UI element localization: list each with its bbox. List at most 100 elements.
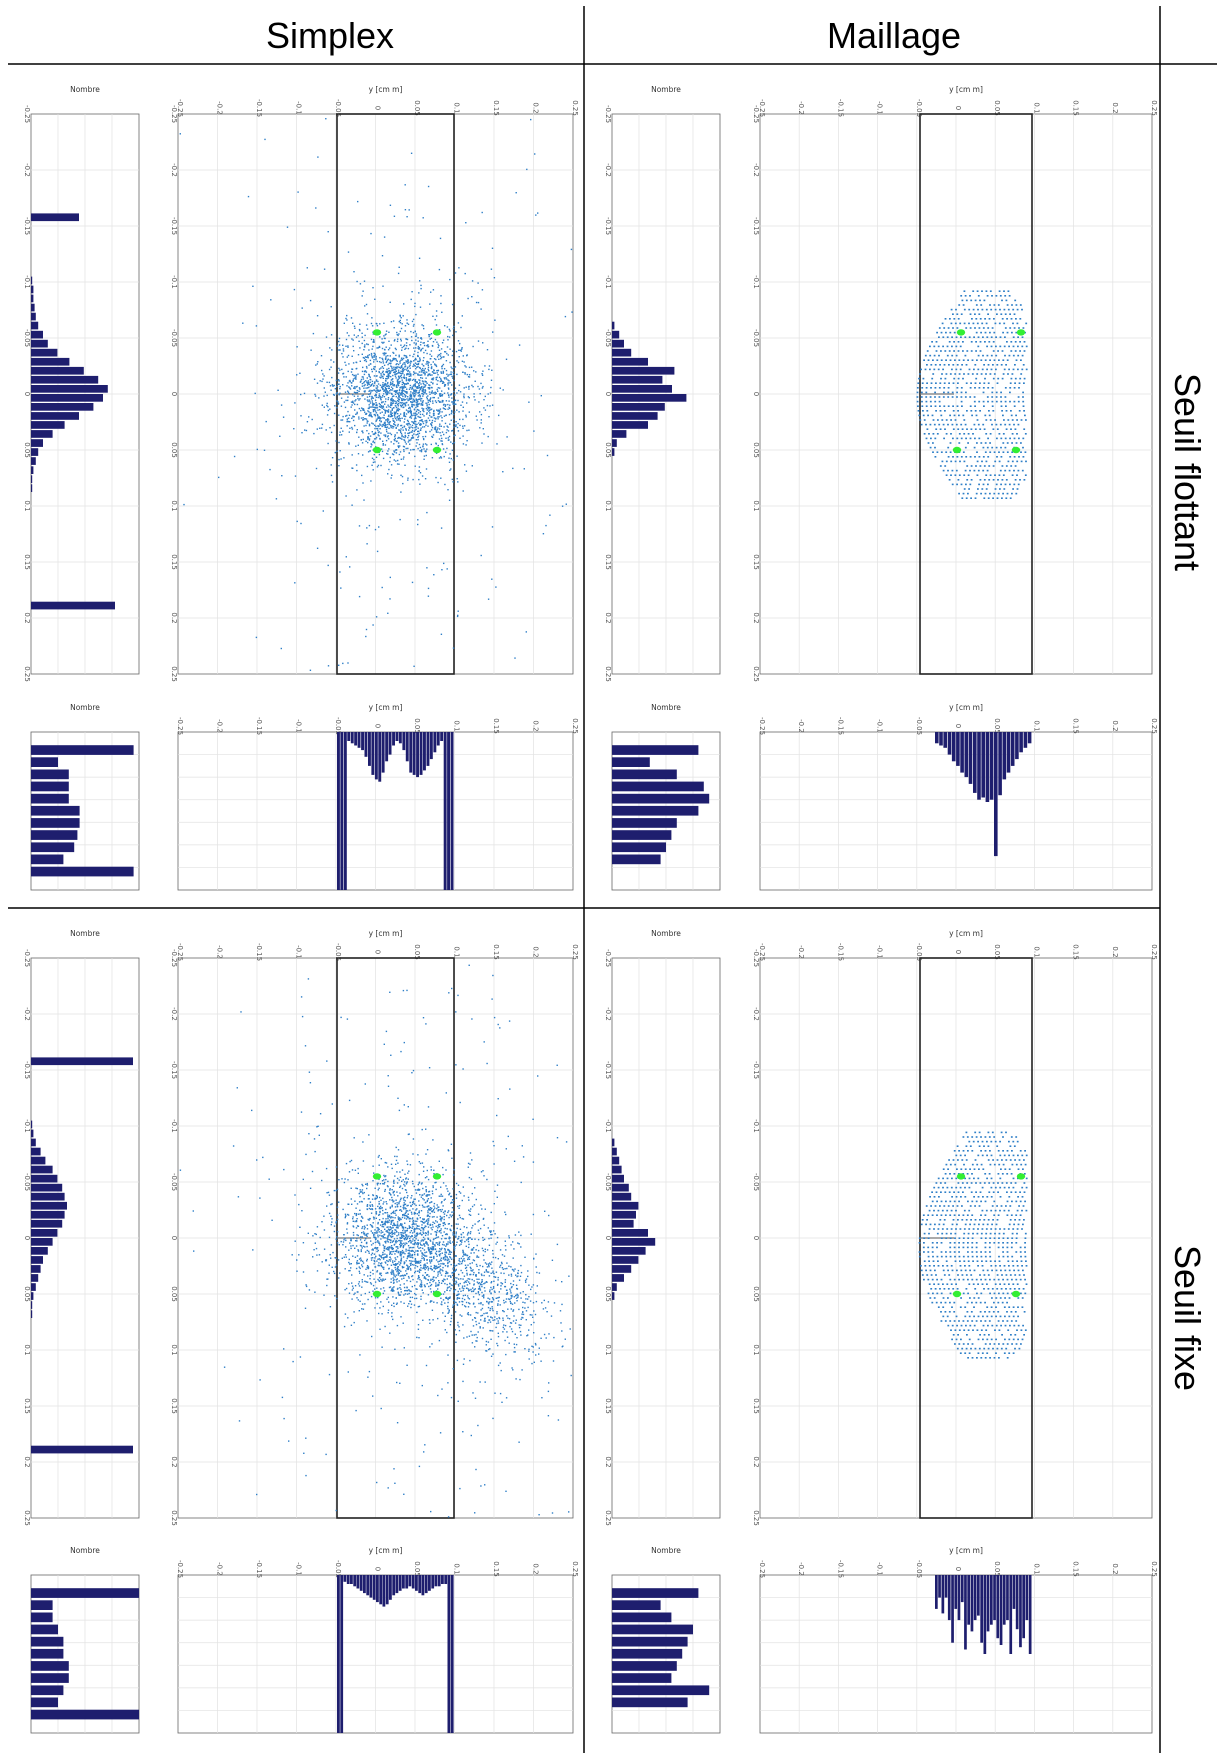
panel-1-grid-point	[1005, 405, 1007, 407]
panel-0-profile-bar	[433, 732, 437, 753]
panel-0-point	[463, 396, 465, 399]
panel-0-point	[425, 422, 427, 424]
panel-0-point	[387, 387, 389, 390]
panel-0-point	[313, 432, 315, 435]
panel-2-point	[427, 1210, 429, 1212]
panel-0-point	[365, 360, 368, 363]
panel-1-profile-bar	[968, 732, 973, 784]
panel-0-point	[414, 429, 416, 431]
panel-2-point	[465, 1306, 467, 1308]
panel-0-point	[377, 389, 380, 392]
panel-2-point	[439, 1432, 442, 1434]
panel-1-grid-point	[1009, 456, 1012, 458]
panel-2-point	[488, 1244, 491, 1246]
panel-0-point	[447, 382, 449, 384]
panel-1-grid-point	[962, 451, 965, 453]
panel-2-point	[379, 1210, 381, 1213]
panel-0-point	[339, 349, 341, 351]
panel-0-point	[409, 344, 411, 346]
panel-0-point	[407, 382, 409, 384]
panel-2-point	[444, 1227, 446, 1230]
panel-1-grid-point	[1016, 488, 1019, 490]
panel-2-point	[500, 1272, 502, 1274]
panel-1-grid-point	[921, 382, 924, 384]
panel-0-point	[365, 412, 368, 415]
panel-0-point	[429, 334, 431, 336]
panel-0-point	[382, 362, 385, 364]
panel-2-point	[515, 1274, 517, 1276]
panel-2-point	[383, 1290, 386, 1292]
panel-1-grid-point	[969, 387, 972, 389]
panel-0-point	[389, 413, 392, 415]
panel-0-point	[304, 429, 306, 431]
panel-2-point	[429, 1212, 431, 1215]
panel-1-corner-bar	[612, 745, 699, 755]
panel-1-grid-point	[1025, 345, 1028, 348]
panel-0-point	[429, 338, 431, 340]
panel-0-point	[452, 429, 454, 432]
panel-1-grid-point	[964, 396, 967, 398]
panel-1-grid-point	[983, 364, 985, 366]
panel-2-point	[492, 1417, 494, 1420]
panel-2-point	[400, 1301, 402, 1303]
panel-0-point	[352, 419, 355, 422]
panel-0-point	[379, 419, 381, 422]
panel-1-profile-bar	[947, 732, 952, 755]
panel-0-point	[399, 397, 401, 399]
panel-0-side-bar	[31, 457, 36, 465]
panel-1-grid-point	[957, 318, 960, 320]
panel-0-point	[408, 407, 410, 410]
panel-1-grid-point	[1004, 423, 1007, 426]
panel-2-point	[380, 1262, 382, 1265]
panel-0-point	[365, 303, 368, 306]
panel-0-point	[397, 366, 399, 368]
panel-1-grid-point	[967, 474, 970, 476]
panel-2-point	[456, 1298, 458, 1300]
panel-0-point	[412, 404, 414, 406]
panel-2-point	[372, 1232, 374, 1234]
panel-1-grid-point	[1010, 428, 1012, 430]
panel-0-point	[359, 398, 361, 400]
panel-2-point	[424, 1234, 427, 1237]
panel-0-point	[375, 375, 377, 377]
panel-2-y-tick-label: 0.15	[170, 1398, 178, 1414]
panel-0-point	[378, 346, 381, 348]
panel-0-point	[382, 285, 384, 287]
panel-0-point	[446, 326, 449, 328]
panel-2-point	[354, 1256, 357, 1258]
panel-0-point	[421, 475, 424, 477]
panel-0-point	[393, 327, 395, 329]
panel-1-grid-point	[950, 460, 953, 463]
panel-0-point	[422, 342, 424, 344]
panel-0-point	[386, 383, 389, 385]
panel-0-point	[387, 385, 389, 387]
panel-2-point	[435, 1188, 437, 1191]
panel-0-point	[373, 368, 376, 371]
panel-1-side-bar	[612, 394, 687, 402]
panel-2-point	[416, 1261, 418, 1264]
panel-0-point	[413, 422, 415, 424]
panel-2-point	[470, 1252, 472, 1254]
panel-2-point	[468, 1237, 470, 1239]
panel-1-grid-point	[1001, 377, 1004, 380]
panel-0-point	[384, 424, 386, 427]
panel-0-point	[316, 315, 319, 317]
panel-2-point	[501, 1401, 503, 1403]
panel-0-point	[255, 325, 258, 327]
panel-1-grid-point	[989, 442, 991, 444]
panel-0-point	[380, 367, 382, 369]
panel-0-point	[338, 465, 340, 467]
panel-2-point	[488, 1265, 490, 1268]
panel-2-point	[442, 1173, 444, 1176]
panel-2-point	[283, 1417, 285, 1420]
panel-0-point	[416, 381, 418, 383]
panel-1-grid-point	[969, 469, 971, 472]
panel-0-point	[505, 358, 508, 360]
panel-2-point	[460, 1290, 462, 1292]
panel-0-point	[314, 393, 316, 396]
panel-2-point	[477, 1213, 480, 1215]
panel-0-point	[456, 360, 458, 362]
panel-2-point	[553, 1336, 555, 1339]
panel-0-point	[365, 380, 367, 382]
panel-2-point	[384, 1175, 386, 1178]
